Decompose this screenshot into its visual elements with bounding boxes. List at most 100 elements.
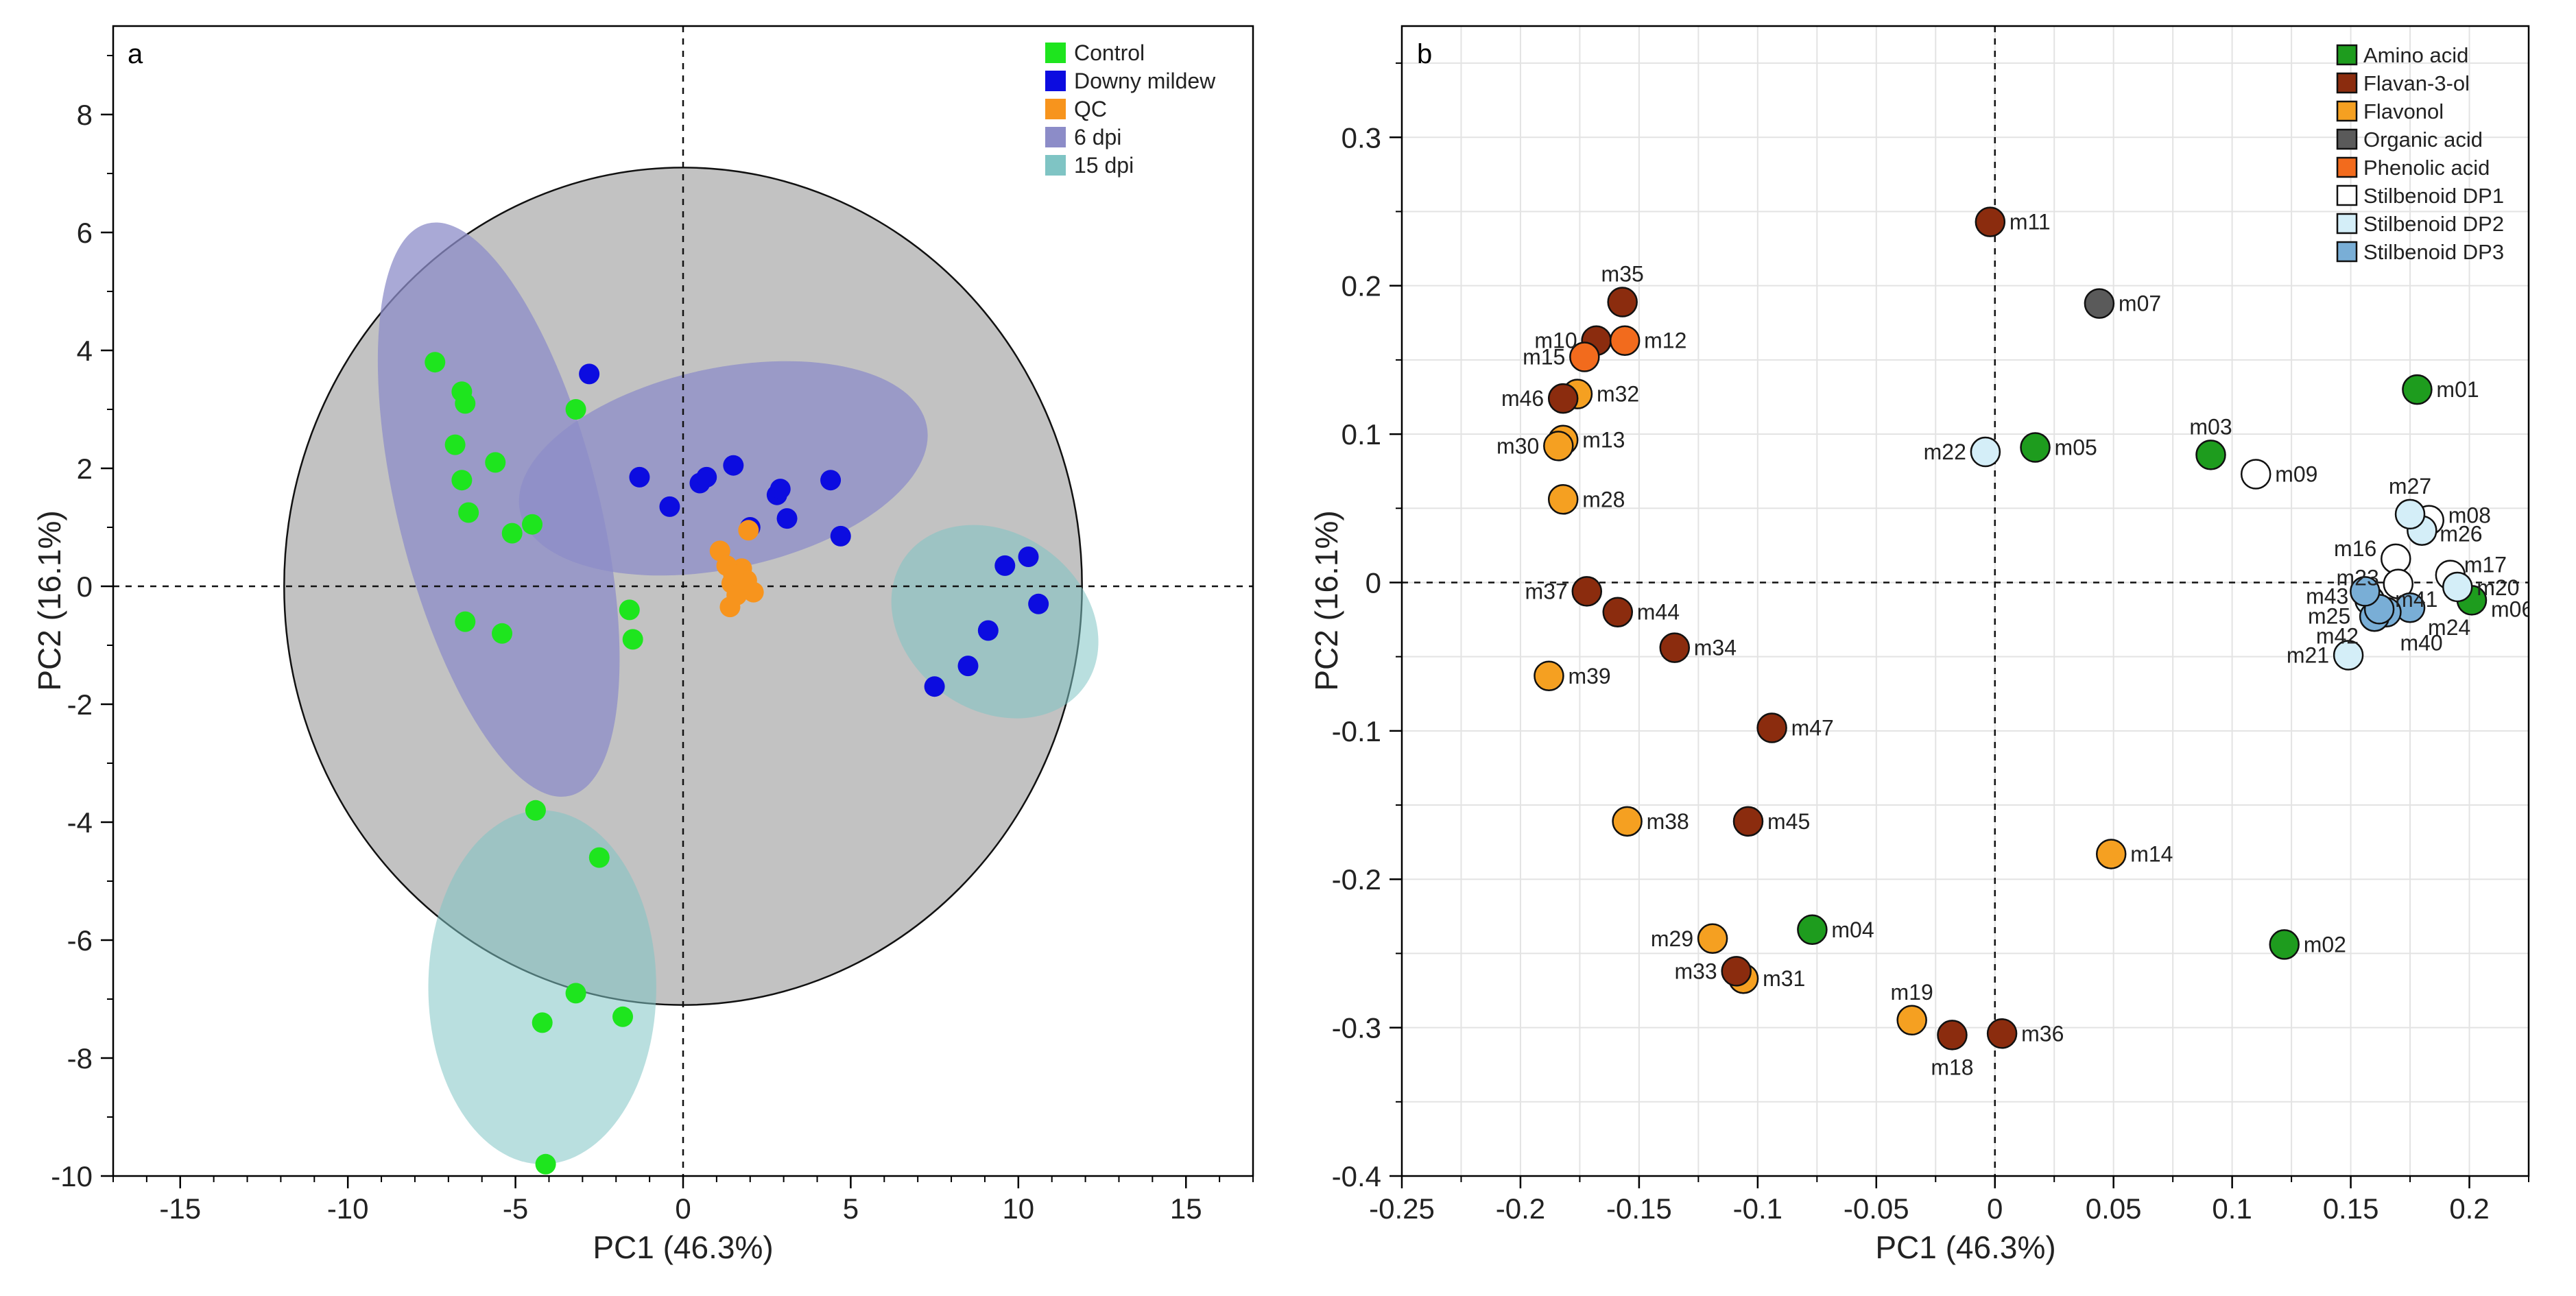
panel-b-frame	[1400, 25, 2530, 1177]
panel-b-letter: b	[1417, 39, 1432, 69]
panel-a-plot-area	[113, 26, 1253, 1176]
panel-b-xtick-label: 0.2	[2449, 1192, 2489, 1225]
metabolite-label-m33: m33	[1674, 959, 1717, 983]
legend-swatch-organic-acid	[2336, 128, 2358, 150]
point-control-14	[622, 629, 643, 650]
metabolite-label-m23: m23	[2337, 566, 2379, 590]
metabolite-label-m46: m46	[1501, 386, 1544, 411]
metabolite-label-m34: m34	[1694, 636, 1737, 660]
legend-label-flavonol: Flavonol	[2363, 99, 2444, 123]
metabolite-label-m05: m05	[2055, 435, 2097, 460]
legend-swatch-stilbenoid-dp3	[2336, 241, 2358, 263]
metabolite-point-m39	[1534, 660, 1564, 692]
point-control-4	[444, 434, 466, 455]
panel-b-xtick-label: -0.15	[1606, 1192, 1672, 1225]
metabolite-label-m27: m27	[2389, 474, 2431, 499]
metabolite-label-m45: m45	[1767, 809, 1810, 834]
metabolite-label-m20: m20	[2477, 575, 2519, 600]
metabolite-label-m44: m44	[1637, 600, 1680, 625]
point-downy-mildew-9	[776, 508, 798, 529]
point-control-11	[455, 611, 476, 632]
metabolite-label-m15: m15	[1523, 345, 1565, 370]
point-downy-mildew-1	[579, 363, 600, 385]
panel-b-xtick-label: -0.2	[1496, 1192, 1545, 1225]
panel-b: m01 m02 m03 m04 m05 m06 m07 m08 m09 m10 m11 m12 m13 m…	[1309, 25, 2530, 1265]
metabolite-point-m19	[1896, 1005, 1927, 1036]
panel-a-xtick-label: -5	[503, 1192, 528, 1225]
legend-label-downy-mildew: Downy mildew	[1074, 69, 1216, 93]
metabolite-point-m12	[1609, 325, 1641, 356]
metabolite-label-m17: m17	[2464, 553, 2507, 577]
metabolite-point-m45	[1732, 806, 1764, 837]
metabolite-point-m27	[2394, 499, 2426, 530]
legend-swatch-flavan-3-ol	[2336, 72, 2358, 94]
legend-label-stilbenoid-dp1: Stilbenoid DP1	[2363, 184, 2504, 208]
point-downy-mildew-14	[957, 656, 979, 677]
metabolite-point-m37	[1571, 576, 1603, 607]
metabolite-point-m38	[1612, 806, 1643, 837]
metabolite-point-m44	[1602, 597, 1634, 627]
metabolite-point-m11	[1975, 206, 2006, 237]
metabolite-label-m25: m25	[2308, 603, 2350, 628]
legend-swatch-downy-mildew	[1045, 71, 1066, 91]
metabolite-label-m16: m16	[2334, 536, 2376, 561]
panel-b-xtick-label: -0.25	[1369, 1192, 1435, 1225]
legend-label-flavan-3-ol: Flavan-3-ol	[2363, 71, 2470, 95]
panel-b-xtick-label: 0.05	[2086, 1192, 2142, 1225]
panel-b-xtick-label: 0.1	[2212, 1192, 2252, 1225]
metabolite-label-m10: m10	[1534, 328, 1577, 353]
metabolite-label-m43: m43	[2306, 584, 2348, 608]
metabolite-label-m02: m02	[2304, 932, 2346, 957]
metabolite-point-m04	[1797, 914, 1828, 946]
panel-b-xlabel: PC1 (46.3%)	[1875, 1229, 2055, 1265]
point-control-7	[458, 502, 479, 523]
metabolite-label-m24: m24	[2428, 615, 2470, 640]
metabolite-point-m36	[1986, 1018, 2018, 1049]
point-control-18	[532, 1012, 553, 1033]
panel-a-ytick-label: 0	[77, 571, 93, 603]
panel-b-legend: Amino acid Flavan-3-ol Flavonol Organic aci…	[2336, 43, 2504, 264]
metabolite-label-m26: m26	[2440, 522, 2482, 547]
metabolite-label-m30: m30	[1496, 433, 1539, 458]
legend-swatch-amino-acid	[2336, 44, 2358, 66]
point-control-9	[522, 514, 543, 535]
panel-b-xtick-label: -0.05	[1844, 1192, 1909, 1225]
panel-b-ytick-label: -0.2	[1332, 863, 1381, 896]
point-control-3	[455, 393, 476, 414]
point-downy-mildew-18	[1028, 593, 1049, 614]
metabolite-point-m30	[1543, 431, 1574, 461]
point-downy-mildew-10	[820, 470, 842, 491]
point-control-1	[425, 352, 446, 373]
point-control-17	[565, 983, 586, 1004]
group-ellipse-15-dpi-3	[428, 810, 656, 1164]
panel-b-ytick-label: -0.4	[1332, 1160, 1381, 1192]
metabolite-point-m02	[2269, 929, 2300, 960]
legend-label-amino-acid: Amino acid	[2363, 43, 2468, 67]
metabolite-point-m21	[2333, 640, 2364, 671]
legend-label-stilbenoid-dp2: Stilbenoid DP2	[2363, 212, 2504, 236]
metabolite-label-m31: m31	[1763, 966, 1805, 991]
point-control-5	[485, 452, 506, 473]
panel-a-ytick-label: -10	[51, 1160, 93, 1192]
metabolite-point-m33	[1721, 956, 1752, 987]
metabolite-point-m09	[2240, 459, 2271, 490]
panel-a-letter: a	[128, 39, 143, 69]
legend-label-15-dpi: 15 dpi	[1074, 153, 1134, 178]
panel-a-xtick-label: 5	[843, 1192, 859, 1225]
metabolite-point-m14	[2095, 839, 2127, 869]
metabolite-label-m29: m29	[1651, 926, 1693, 951]
panel-b-axes: -0.25 -0.2 -0.15 -0.1 -0.05 0 0.05 0.1 0.15 0.2 -0…	[1332, 62, 2529, 1225]
metabolite-point-m47	[1756, 712, 1787, 743]
panel-a-ytick-label: -4	[67, 806, 93, 839]
group-ellipse-15-dpi-2	[891, 525, 1099, 719]
metabolite-label-m21: m21	[2287, 643, 2329, 667]
panel-b-ytick-label: 0.1	[1341, 418, 1381, 451]
panel-a-ytick-label: -8	[67, 1042, 93, 1075]
point-qc-5	[719, 597, 741, 618]
metabolite-label-m35: m35	[1601, 261, 1644, 286]
metabolite-label-m38: m38	[1647, 809, 1689, 834]
metabolite-label-m19: m19	[1891, 980, 1933, 1005]
group-ellipse-6-dpi-1	[518, 361, 928, 576]
legend-swatch-flavonol	[2336, 100, 2358, 122]
